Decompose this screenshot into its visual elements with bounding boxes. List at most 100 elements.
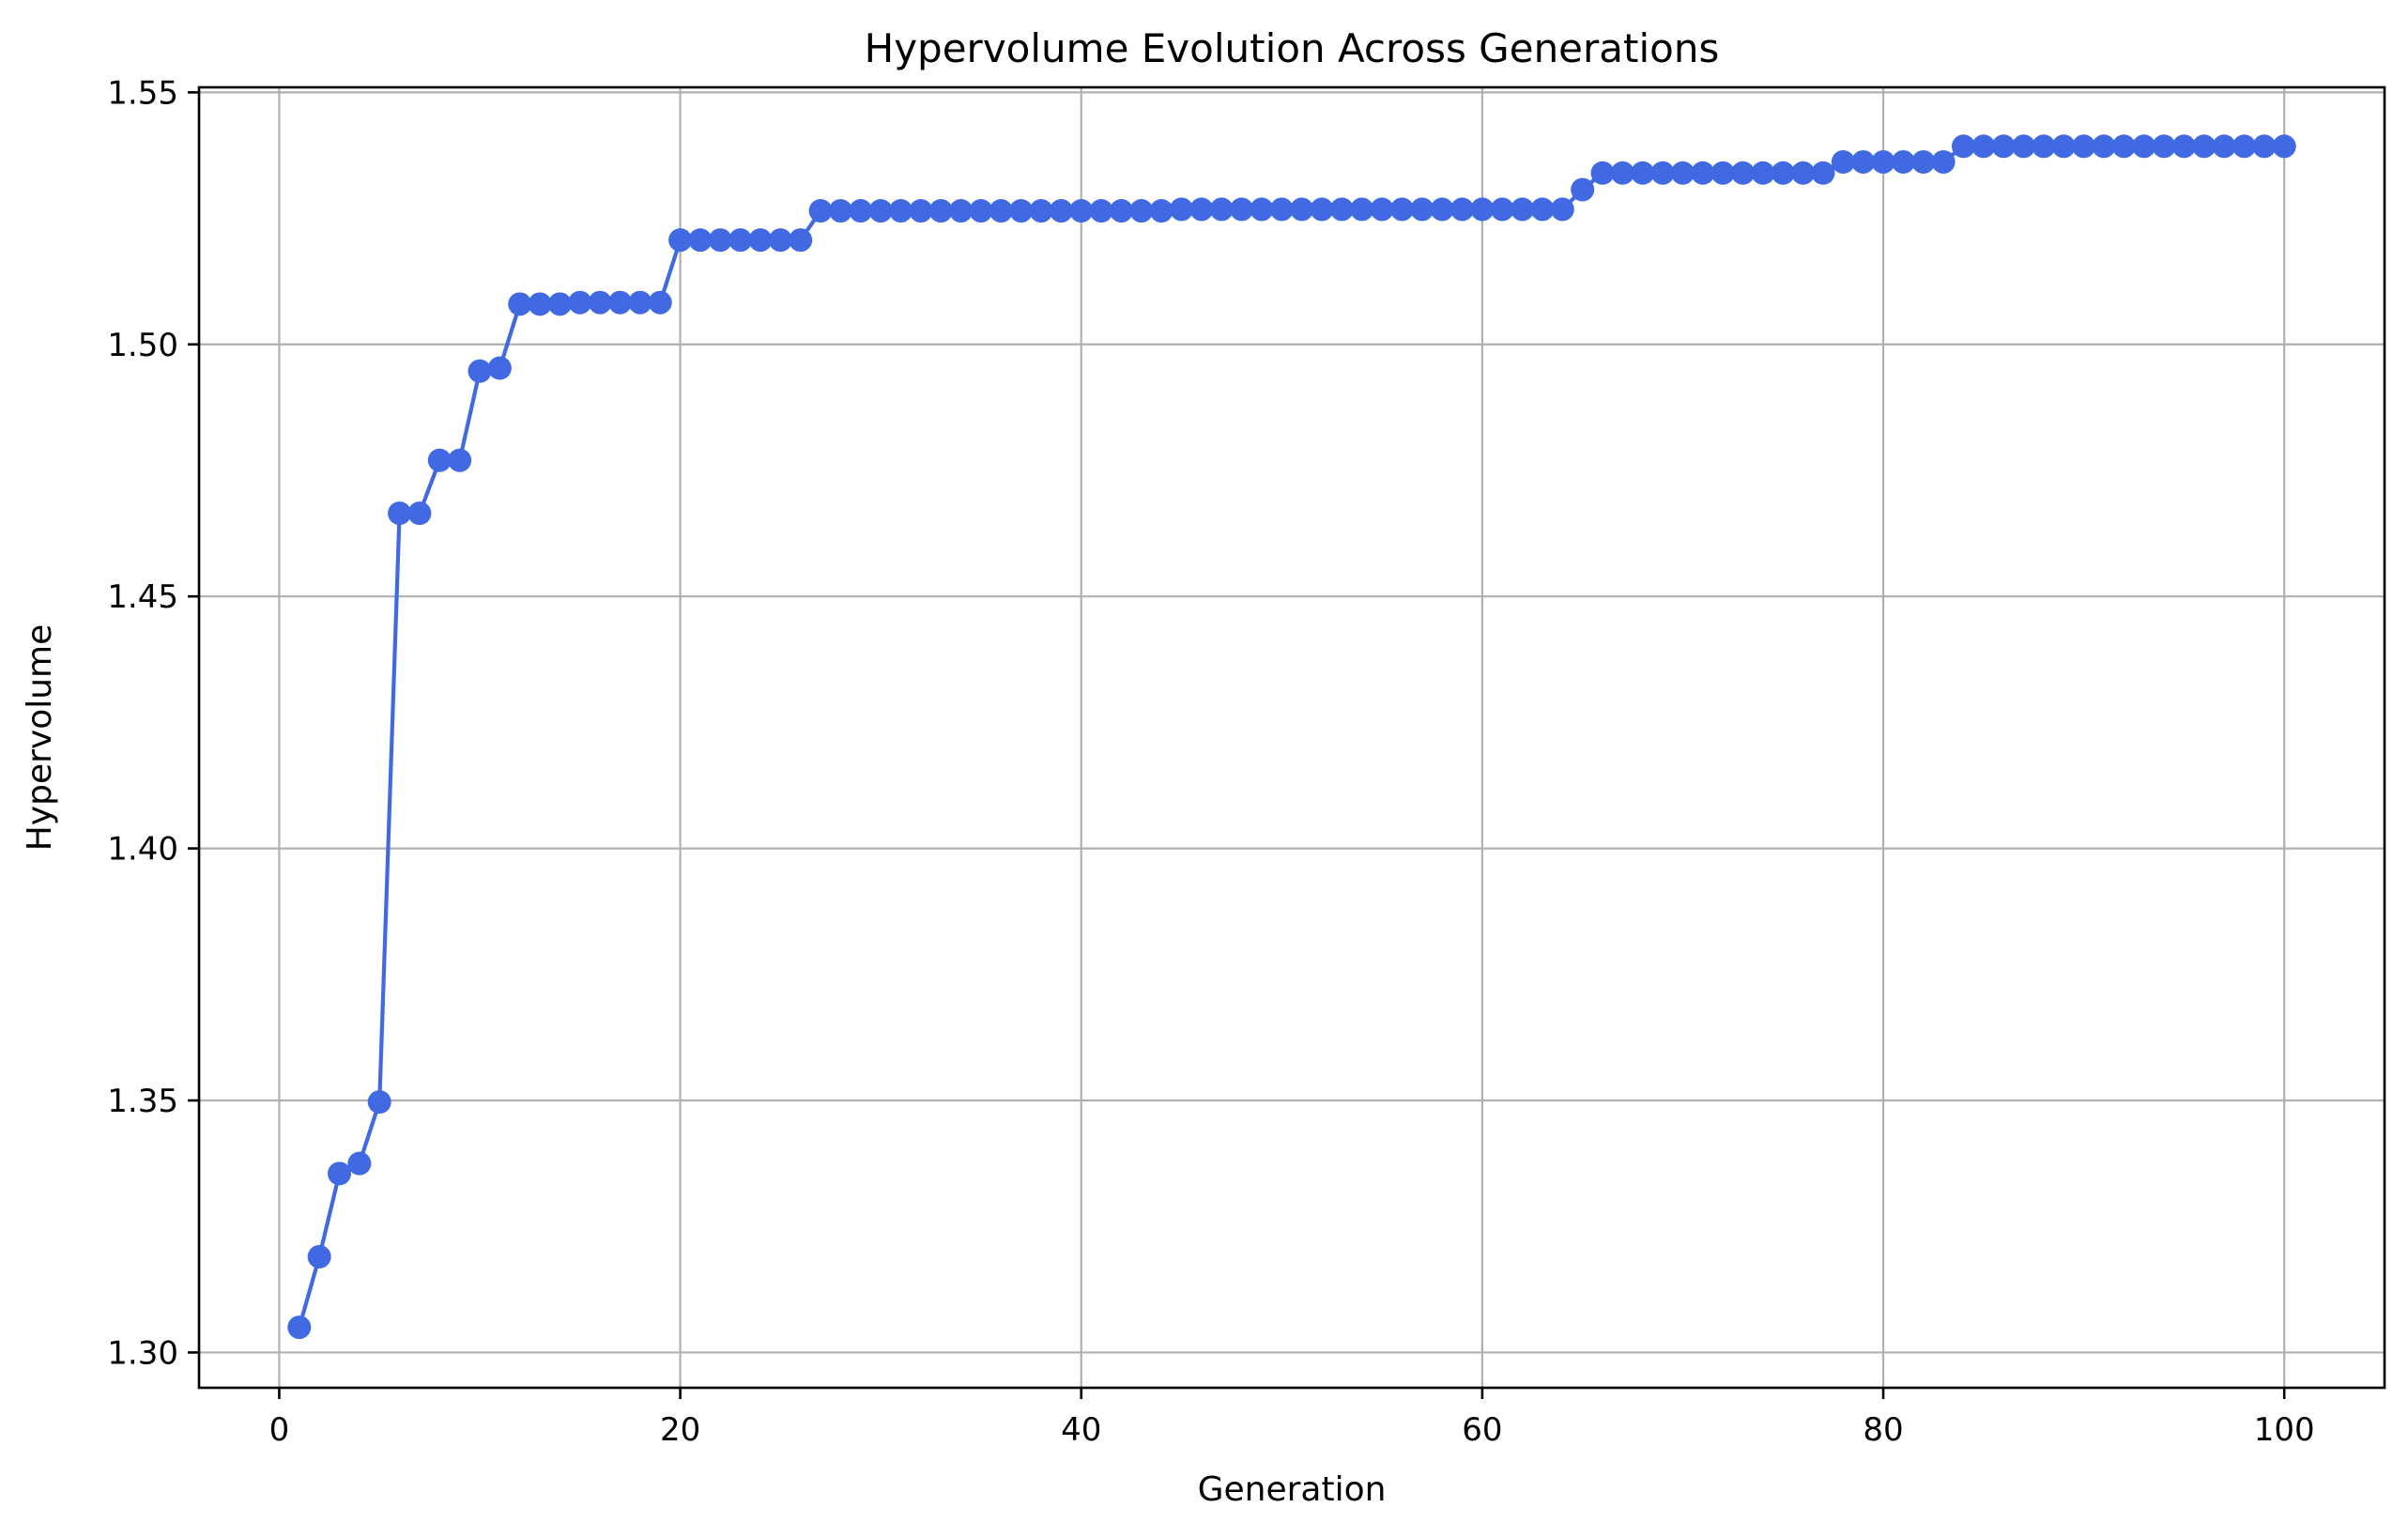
data-point [347, 1151, 372, 1176]
data-point [2272, 134, 2296, 159]
x-tick-label: 100 [2254, 1411, 2315, 1449]
data-point [2012, 134, 2036, 159]
data-point [1009, 199, 1034, 223]
data-point [2252, 134, 2277, 159]
data-point [1710, 161, 1735, 185]
data-point [949, 199, 974, 223]
data-point [1250, 197, 1274, 222]
data-point [1290, 197, 1314, 222]
data-point [1450, 197, 1475, 222]
data-point [588, 290, 612, 315]
data-point [508, 292, 532, 316]
y-axis-label: Hypervolume [21, 624, 59, 852]
data-point [1170, 197, 1194, 222]
data-point [1571, 177, 1595, 202]
data-point [1911, 149, 1936, 174]
data-point [1831, 149, 1855, 174]
y-tick-label: 1.50 [107, 327, 178, 364]
x-tick-label: 0 [269, 1411, 290, 1449]
data-point [1189, 197, 1214, 222]
data-point [1550, 197, 1574, 222]
data-point [2111, 134, 2136, 159]
data-point [1089, 199, 1113, 223]
data-point [1791, 161, 1816, 185]
data-point [2051, 134, 2076, 159]
x-tick-label: 80 [1863, 1411, 1903, 1449]
data-point [648, 290, 672, 315]
data-point [487, 356, 512, 380]
data-point [849, 199, 873, 223]
grid-lines [199, 87, 2385, 1388]
data-point [388, 501, 412, 526]
y-tick-label: 1.40 [107, 831, 178, 869]
data-point [407, 501, 432, 526]
data-point [1811, 161, 1835, 185]
data-point [1871, 149, 1895, 174]
data-point [808, 199, 833, 223]
x-tick-label: 60 [1462, 1411, 1502, 1449]
data-point [547, 292, 572, 316]
data-point [2212, 134, 2236, 159]
y-tick-label: 1.55 [107, 74, 178, 112]
data-point [1670, 161, 1695, 185]
axis-ticks: 0 20 40 60 80 100 1.30 1.35 1.40 1.45 1.50 1.55 [107, 74, 2314, 1449]
data-point [928, 199, 953, 223]
data-point [448, 448, 472, 472]
data-point [989, 199, 1013, 223]
x-tick-label: 40 [1061, 1411, 1101, 1449]
data-point [1470, 197, 1495, 222]
data-point [1610, 161, 1634, 185]
data-point [909, 199, 933, 223]
data-point [2092, 134, 2116, 159]
data-point [828, 199, 852, 223]
data-point [688, 228, 713, 253]
data-point [1971, 134, 1996, 159]
data-point [1430, 197, 1454, 222]
data-point [2032, 134, 2056, 159]
data-point [1329, 197, 1354, 222]
data-point [1991, 134, 2016, 159]
data-point [1149, 199, 1173, 223]
data-point [1490, 197, 1514, 222]
data-point [2072, 134, 2096, 159]
data-point [2132, 134, 2156, 159]
data-point [748, 228, 773, 253]
y-tick-label: 1.45 [107, 578, 178, 616]
data-point [969, 199, 993, 223]
data-point [1049, 199, 1073, 223]
data-point [1511, 197, 1535, 222]
data-point [608, 290, 633, 315]
data-point [668, 228, 693, 253]
data-point [1731, 161, 1756, 185]
data-point [868, 199, 893, 223]
data-point [1129, 199, 1154, 223]
y-tick-label: 1.35 [107, 1083, 178, 1120]
data-point [1350, 197, 1374, 222]
data-point [1590, 161, 1615, 185]
data-point [1631, 161, 1655, 185]
data-point [1310, 197, 1334, 222]
y-tick-label: 1.30 [107, 1334, 178, 1372]
data-point [1230, 197, 1254, 222]
data-point [1771, 161, 1795, 185]
data-point [1069, 199, 1094, 223]
data-point [2171, 134, 2196, 159]
chart-title: Hypervolume Evolution Across Generations [865, 25, 1720, 71]
data-point [367, 1090, 391, 1115]
data-point [1029, 199, 1053, 223]
data-point [1650, 161, 1675, 185]
data-point [889, 199, 913, 223]
data-point [1891, 149, 1915, 174]
data-point [328, 1161, 352, 1186]
data-point [568, 290, 592, 315]
data-point [1851, 149, 1876, 174]
data-point [2192, 134, 2216, 159]
data-point [628, 290, 652, 315]
data-point [729, 228, 753, 253]
data-point [1269, 197, 1294, 222]
data-point [1389, 197, 1414, 222]
data-point [307, 1244, 331, 1269]
data-point [1370, 197, 1394, 222]
data-point [768, 228, 792, 253]
